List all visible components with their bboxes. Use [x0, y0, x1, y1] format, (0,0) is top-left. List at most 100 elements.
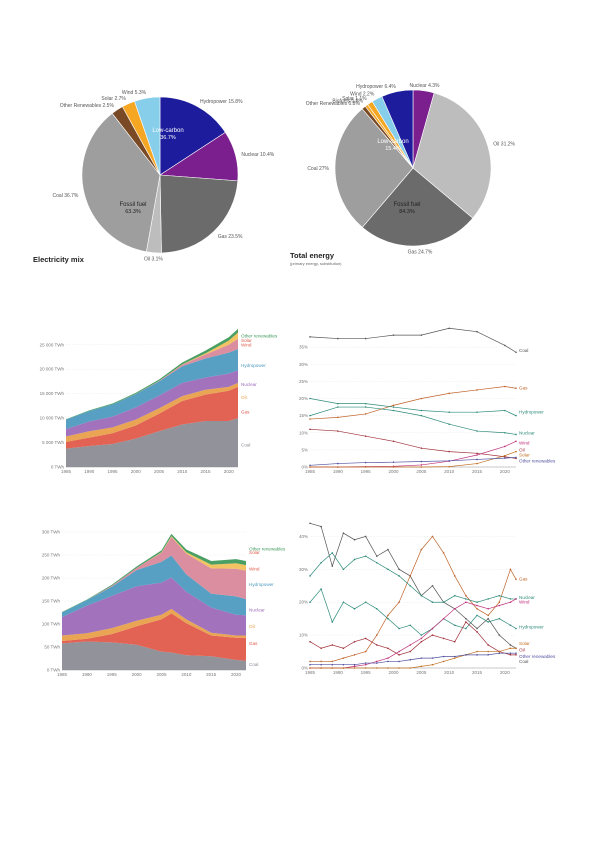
pie-slice-coal — [81, 112, 161, 253]
x-tick-label: 2005 — [156, 672, 167, 677]
line-point-hydropower — [509, 624, 512, 627]
line-point-nuclear — [409, 584, 412, 587]
area-label-wind: Wind — [249, 566, 260, 571]
area-series-wind — [62, 537, 246, 613]
pie-slice-hydropower — [381, 89, 414, 169]
line-point-gas — [337, 416, 339, 419]
line-point-coal — [515, 351, 517, 354]
line-point-coal — [376, 555, 378, 557]
x-tick-label: 2015 — [472, 469, 483, 474]
x-tick-label: 2020 — [231, 672, 242, 677]
line-point-oil — [442, 637, 445, 640]
line-series-hydropower — [309, 588, 517, 636]
pie-label-2: Gas 24.7% — [408, 250, 433, 256]
y-tick-label: 30% — [299, 362, 308, 367]
line-point-solar — [353, 667, 356, 669]
y-tick-label: 15 000 TWh — [40, 391, 65, 396]
line-point-oil — [509, 654, 512, 656]
x-tick-label: 2010 — [444, 670, 455, 675]
pie-label-7: Wind 2.2% — [350, 92, 375, 98]
line-point-wind — [442, 617, 445, 620]
x-tick-label: 2000 — [389, 469, 400, 474]
area-label-nuclear: Nuclear — [249, 608, 265, 613]
line-point-other-renewables — [376, 662, 378, 664]
pie-label-6: Solar 1.1% — [342, 96, 367, 102]
line-point-hydropower — [387, 617, 389, 620]
y-tick-label: 20 000 TWh — [40, 367, 65, 372]
line-point-gas — [453, 575, 456, 577]
line-point-wind — [509, 601, 512, 604]
line-point-gas — [331, 660, 334, 663]
pie-slice-wind — [134, 96, 161, 176]
line-point-hydropower — [320, 588, 322, 590]
line-point-hydropower — [465, 627, 467, 630]
line-point-nuclear — [376, 561, 378, 564]
line-point-solar — [331, 667, 334, 669]
line-point-other-renewables — [420, 460, 423, 463]
area-series-coal — [66, 418, 238, 467]
line-point-solar — [448, 465, 450, 468]
line-label-hydropower: Hydropower — [519, 410, 544, 415]
line-point-hydropower — [476, 411, 478, 414]
line-series-oil — [309, 621, 516, 656]
pie-label-4: Other Renewables 0.8% — [306, 101, 361, 107]
line-point-oil — [364, 435, 367, 437]
area-label-hydropower: Hydropower — [241, 363, 266, 368]
line-point-hydropower — [398, 627, 400, 630]
line-point-nuclear — [453, 594, 456, 597]
line-point-wind — [420, 637, 423, 640]
area-series-nuclear — [62, 577, 246, 636]
line-point-other-renewables — [364, 461, 367, 464]
line-point-nuclear — [309, 575, 311, 577]
x-tick-label: 2000 — [131, 469, 142, 474]
pie-label-5: Other Renewables 2.5% — [60, 103, 115, 109]
line-point-nuclear — [420, 594, 423, 597]
line-point-nuclear — [515, 433, 517, 436]
line-point-wind — [431, 627, 434, 630]
line-point-other-renewables — [453, 655, 456, 658]
pie-title: Electricity mix — [33, 255, 85, 264]
line-point-gas — [504, 385, 506, 388]
area-label-gas: Gas — [249, 641, 258, 646]
line-point-gas — [431, 535, 434, 538]
line-point-nuclear — [448, 423, 450, 425]
line-point-coal — [487, 617, 489, 620]
line-point-solar — [376, 667, 378, 669]
line-point-wind — [398, 650, 400, 653]
pie-slice-gas — [361, 167, 474, 247]
pie-slice-hydropower — [159, 96, 226, 176]
pie-label-3: Coal 27% — [307, 166, 329, 172]
line-point-nuclear — [442, 601, 445, 604]
line-point-oil — [420, 640, 423, 643]
line-point-hydropower — [309, 601, 311, 604]
pie-group-label-1: Fossil fuel — [393, 202, 420, 208]
line-point-hydropower — [515, 414, 517, 417]
area-series-hydropower — [62, 555, 246, 618]
x-tick-label: 2005 — [154, 469, 165, 474]
y-tick-label: 0% — [301, 666, 308, 671]
line-series-nuclear — [309, 552, 516, 603]
country-electricity-share-line-chart: 0% 10% 20% 30% 40% 1985 1990 1995 2000 2005 2010 20… — [299, 522, 556, 675]
line-point-gas — [476, 608, 478, 610]
line-point-solar — [431, 663, 434, 666]
area-label-gas: Gas — [241, 410, 250, 415]
line-point-gas — [364, 413, 367, 415]
line-point-solar — [515, 647, 517, 650]
line-point-gas — [420, 397, 423, 400]
line-point-other-renewables — [487, 654, 489, 656]
y-tick-label: 10 000 TWh — [40, 416, 65, 421]
line-point-nuclear — [509, 598, 512, 600]
x-tick-label: 1985 — [305, 670, 316, 675]
line-point-solar — [420, 665, 423, 668]
line-point-hydropower — [420, 409, 423, 412]
line-point-wind — [376, 660, 378, 663]
line-point-solar — [392, 466, 395, 468]
line-label-oil: Oil — [519, 647, 525, 652]
line-label-hydropower: Hydropower — [519, 624, 544, 629]
line-point-solar — [498, 650, 501, 653]
line-point-gas — [309, 418, 311, 420]
line-point-solar — [364, 667, 367, 669]
line-point-wind — [465, 601, 467, 604]
